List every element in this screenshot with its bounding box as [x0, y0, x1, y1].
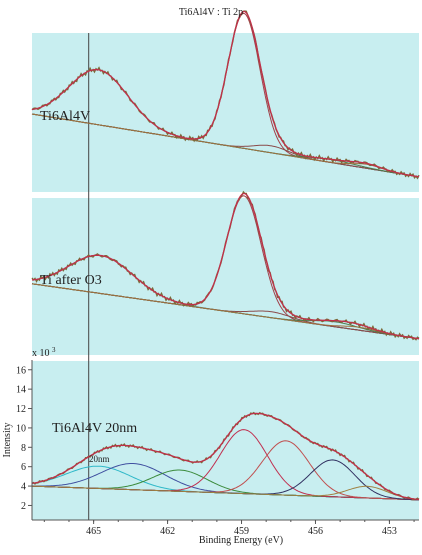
component-peak-panel-3-7	[31, 485, 420, 500]
x-tick-label-459: 459	[234, 526, 249, 537]
x-tick-label-462: 462	[160, 526, 175, 537]
component-peak-panel-1-5	[31, 113, 420, 178]
panel-separator-2	[32, 355, 419, 361]
panel-label-2: Ti after O3	[40, 273, 102, 288]
chart-title: Ti6Al4V : Ti 2p	[179, 7, 243, 18]
y-multiplier-base: x 10	[32, 348, 50, 359]
envelope-fit-panel-1	[31, 10, 420, 178]
y-tick-label-12: 12	[16, 404, 26, 415]
envelope-fit-panel-3	[31, 412, 420, 501]
envelope-fit-panel-2	[31, 192, 420, 340]
panel-label-1: Ti6Al4V	[40, 109, 90, 124]
y-multiplier-exp: 3	[52, 346, 56, 354]
y-tick-label-8: 8	[21, 443, 26, 454]
axes-layer	[31, 360, 419, 521]
y-tick-label-6: 6	[21, 462, 26, 473]
y-tick-label-4: 4	[21, 482, 26, 493]
curves-layer	[31, 10, 420, 501]
y-tick-label-2: 2	[21, 501, 26, 512]
ticks-layer: 465 462 459 456 453 2 4 6 8 10 12 14 16	[16, 365, 415, 537]
x-tick-label-456: 456	[308, 526, 323, 537]
y-multiplier: x 10 3	[32, 346, 56, 359]
panel-separator-1	[32, 192, 419, 198]
y-axis-label: Intensity	[2, 423, 13, 458]
y-tick-label-16: 16	[16, 365, 26, 376]
panel-label-3: Ti6Al4V 20nm	[52, 421, 137, 436]
x-tick-label-453: 453	[382, 526, 397, 537]
annotation-20nm: 20nm	[89, 454, 110, 464]
component-peak-panel-2-5	[31, 283, 420, 340]
x-tick-label-465: 465	[86, 526, 101, 537]
y-tick-label-14: 14	[16, 385, 26, 396]
x-axis-label: Binding Energy (eV)	[199, 535, 283, 546]
y-tick-label-10: 10	[16, 423, 26, 434]
